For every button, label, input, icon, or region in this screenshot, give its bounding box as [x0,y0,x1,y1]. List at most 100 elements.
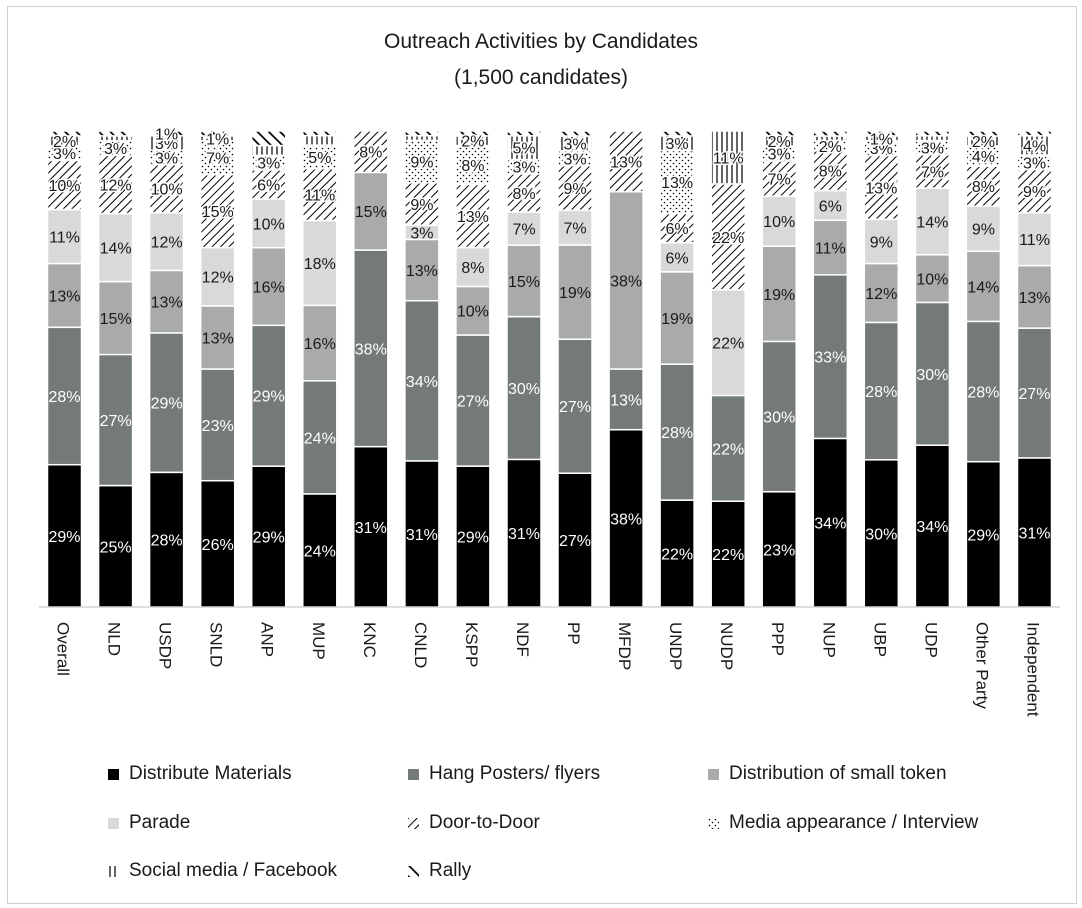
data-label: 24% [304,543,336,560]
data-label: 3% [563,151,586,168]
bar-segment [557,164,593,212]
data-label: 9% [410,155,433,172]
bar-segment [710,500,746,608]
bar-segment [761,340,797,493]
bar-segment [250,144,287,157]
data-label: 34% [406,374,438,391]
data-label: 14% [100,241,132,258]
data-label: 27% [559,399,591,416]
x-tick-label: UBP [870,622,889,657]
bar-segment [404,139,440,184]
bar-segment [557,244,593,340]
data-label: 26% [202,537,234,554]
bar-segment [557,472,593,608]
data-label: 10% [457,304,489,321]
data-label: 3% [53,146,76,163]
bar-segment [710,183,746,291]
data-label: 29% [48,529,80,546]
data-label: 12% [100,177,132,194]
bar-segment [863,154,900,221]
data-label: 13% [1018,290,1050,307]
data-label: 10% [48,178,80,195]
bars-layer [46,130,1053,608]
bar-segment [761,195,797,247]
data-label: 8% [972,179,995,196]
bar-segment [199,305,236,370]
data-label: 19% [763,287,795,304]
x-tick-label: Other Party [972,622,991,709]
data-label: 28% [151,533,183,550]
data-label: 7% [768,172,791,189]
bar-segment [455,144,491,186]
x-tick-label: MFDP [615,622,634,670]
bar-segment [506,130,542,137]
data-label: 13% [48,288,80,305]
data-label: 4% [1023,138,1046,155]
bar-segment [199,130,236,137]
data-label: 13% [865,180,897,197]
bar-segment [812,150,849,192]
data-label: 13% [457,209,489,226]
data-label: 27% [457,394,489,411]
bar-segment [812,189,849,222]
bar-segment [250,324,287,467]
data-label: 31% [355,520,387,537]
x-tick-label: SNLD [207,622,226,667]
data-label: 7% [563,221,586,238]
bar-segment [404,182,440,226]
data-label: 31% [406,527,438,544]
bar-segment [148,211,185,272]
data-label: 6% [257,177,280,194]
bar-segment [353,171,389,251]
bar-segment [965,205,1002,253]
data-label: 29% [253,530,285,547]
x-tick-label: PP [564,622,583,645]
bar-segment [404,238,440,302]
bar-segment [250,465,287,608]
data-label: 2% [819,139,842,156]
data-label: 19% [559,285,591,302]
data-label: 9% [972,222,995,239]
bar-segment [659,363,695,501]
data-label: 13% [610,154,642,171]
data-label: 8% [512,186,535,203]
bar-segment [455,465,491,608]
x-tick-label: KSPP [462,622,481,667]
bar-segment [302,134,338,146]
bar-segment [199,368,236,482]
data-label: 2% [768,134,791,151]
data-label: 10% [151,182,183,199]
data-label: 3% [1023,155,1046,172]
bar-segment [608,190,644,370]
bar-segment [1016,327,1053,459]
data-label: 29% [151,396,183,413]
bar-segment [353,130,389,174]
data-label: 10% [253,216,285,233]
bar-segment [914,130,951,137]
data-label: 3% [666,136,689,153]
bar-segment [250,130,287,147]
x-tick-label: NUDP [717,622,736,670]
bar-segment [914,154,951,189]
data-label: 8% [461,260,484,277]
data-label: 2% [972,134,995,151]
chart-title: Outreach Activities by Candidates [384,30,698,53]
data-label: 4% [972,149,995,166]
bar-segment [302,380,338,495]
data-label: 13% [661,175,693,192]
data-label: 19% [661,311,693,328]
bar-segment [455,130,491,137]
data-label: 31% [1018,526,1050,543]
bar-segment [659,149,695,215]
bar-segment [97,484,134,608]
data-label: 10% [763,214,795,231]
data-label: 15% [100,311,132,328]
bar-segment [46,130,83,137]
bar-segment [97,212,134,283]
data-label: 9% [563,181,586,198]
data-label: 3% [155,150,178,167]
data-label: 9% [410,197,433,214]
data-label: 9% [1023,184,1046,201]
data-label: 28% [967,385,999,402]
data-label: 18% [304,256,336,273]
